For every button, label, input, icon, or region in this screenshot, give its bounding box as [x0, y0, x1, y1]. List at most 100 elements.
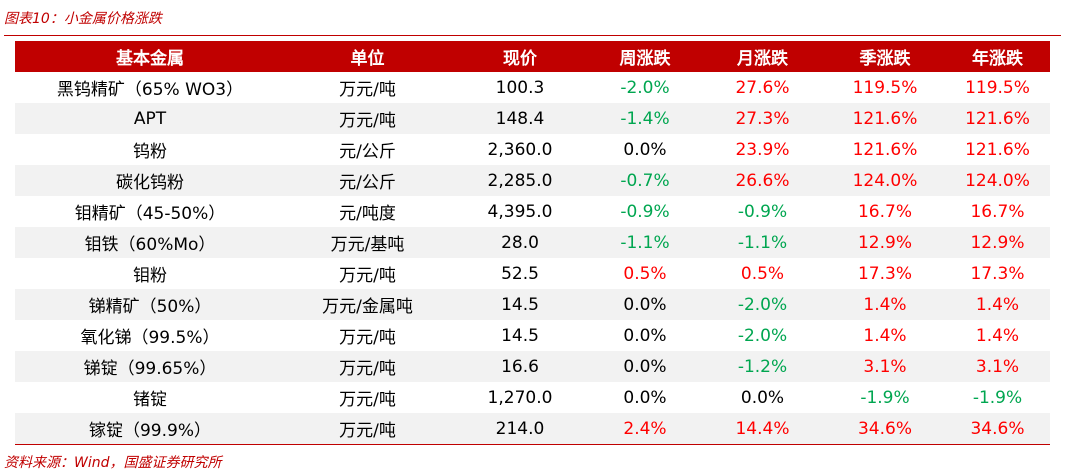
table-cell: 148.4 — [450, 103, 590, 134]
table-cell: -1.9% — [860, 387, 910, 408]
table-body: 黑钨精矿（65% WO3） 万元/吨 100.3 -2.0% 27.6% 119.5% 11… — [15, 72, 1050, 445]
table-cell: 锑锭（99.65%） — [15, 351, 285, 382]
table-cell: 万元/吨 — [285, 413, 450, 445]
table-cell: 万元/吨 — [285, 351, 450, 382]
table-cell: -1.4% — [590, 103, 700, 134]
table-cell: 元/吨度 — [339, 204, 396, 224]
table-cell: 119.5% — [852, 77, 918, 98]
table-cell: 12.9% — [825, 227, 945, 258]
table-cell: 万元/吨 — [339, 390, 396, 410]
table-cell: 27.6% — [735, 77, 790, 98]
table-row: 钼粉 万元/吨 52.5 0.5% 0.5% 17.3% 17.3% — [15, 258, 1050, 289]
price-table: 基本金属 单位 现价 周涨跌 月涨跌 季涨跌 年涨跌 黑钨精矿（65% WO3） 万元/吨 10… — [15, 41, 1050, 445]
table-cell: 0.0% — [623, 325, 667, 346]
table-cell: 2.4% — [590, 413, 700, 445]
header-cell: 年涨跌 — [945, 41, 1050, 72]
table-cell: 100.3 — [495, 77, 545, 98]
table-cell: 氧化锑（99.5%） — [80, 328, 220, 348]
table-row: 钨粉 元/公斤 2,360.0 0.0% 23.9% 121.6% 121.6% — [15, 134, 1050, 165]
table-cell: 钼粉 — [133, 266, 167, 286]
table-cell: 0.5% — [740, 263, 785, 284]
table-cell: APT — [15, 103, 285, 134]
table-row: APT 万元/吨 148.4 -1.4% 27.3% 121.6% 121.6% — [15, 103, 1050, 134]
table-cell: 26.6% — [700, 165, 825, 196]
header-row: 基本金属 单位 现价 周涨跌 月涨跌 季涨跌 年涨跌 — [15, 41, 1050, 72]
table-cell: 1.4% — [975, 325, 1020, 346]
table-cell: 1.4% — [863, 325, 907, 346]
table-cell: 1.4% — [945, 289, 1050, 320]
table-cell: 52.5 — [501, 263, 539, 284]
table-cell: 121.6% — [852, 139, 918, 160]
table-row: 锑精矿（50%） 万元/金属吨 14.5 0.0% -2.0% 1.4% 1.4% — [15, 289, 1050, 320]
header-cell: 现价 — [450, 41, 590, 72]
header-cell: 季涨跌 — [825, 41, 945, 72]
table-cell: 万元/基吨 — [285, 227, 450, 258]
table-cell: 锑精矿（50%） — [15, 289, 285, 320]
table-row: 黑钨精矿（65% WO3） 万元/吨 100.3 -2.0% 27.6% 119.5% 11… — [15, 72, 1050, 103]
table-cell: 镓锭（99.9%） — [15, 413, 285, 445]
header-cell: 月涨跌 — [700, 41, 825, 72]
table-row: 锗锭 万元/吨 1,270.0 0.0% 0.0% -1.9% -1.9% — [15, 382, 1050, 413]
table-cell: -1.1% — [700, 227, 825, 258]
table-cell: -0.9% — [620, 201, 670, 222]
table-cell: 元/公斤 — [339, 142, 396, 162]
table-cell: -1.9% — [972, 387, 1023, 408]
header-cell: 单位 — [285, 41, 450, 72]
table-cell: 钼铁（60%Mo） — [15, 227, 285, 258]
table-cell: 黑钨精矿（65% WO3） — [56, 80, 244, 100]
table-cell: 27.3% — [700, 103, 825, 134]
table-cell: 万元/吨 — [339, 80, 396, 100]
table-cell: 0.0% — [590, 289, 700, 320]
table-cell: 121.6% — [825, 103, 945, 134]
table-cell: 0.0% — [623, 387, 667, 408]
table-cell: -1.2% — [700, 351, 825, 382]
table-cell: 1.4% — [825, 289, 945, 320]
table-cell: 14.4% — [700, 413, 825, 445]
table-row: 锑锭（99.65%） 万元/吨 16.6 0.0% -1.2% 3.1% 3.1% — [15, 351, 1050, 382]
table-cell: 17.3% — [970, 263, 1025, 284]
table-cell: 万元/吨 — [339, 266, 396, 286]
table-cell: 214.0 — [450, 413, 590, 445]
table-cell: 17.3% — [857, 263, 912, 284]
table-cell: 124.0% — [945, 165, 1050, 196]
table-cell: 万元/吨 — [285, 103, 450, 134]
table-cell: 3.1% — [825, 351, 945, 382]
table-cell: 119.5% — [965, 77, 1030, 98]
table-cell: 碳化钨粉 — [15, 165, 285, 196]
table-cell: 16.7% — [970, 201, 1025, 222]
source-note: 资料来源：Wind，国盛证券研究所 — [4, 455, 222, 471]
table-cell: -0.9% — [737, 201, 788, 222]
title-rule — [4, 35, 1061, 36]
table-cell: 34.6% — [825, 413, 945, 445]
table-row: 氧化锑（99.5%） 万元/吨 14.5 0.0% -2.0% 1.4% 1.4% — [15, 320, 1050, 351]
table-cell: 28.0 — [450, 227, 590, 258]
table-row: 钼铁（60%Mo） 万元/基吨 28.0 -1.1% -1.1% 12.9% 12.9% — [15, 227, 1050, 258]
table-cell: -2.0% — [700, 289, 825, 320]
table-cell: 16.6 — [450, 351, 590, 382]
table-cell: 14.5 — [450, 289, 590, 320]
table-cell: -1.1% — [590, 227, 700, 258]
table-cell: 元/公斤 — [285, 165, 450, 196]
table-cell: 万元/吨 — [339, 328, 396, 348]
table-cell: 14.5 — [501, 325, 539, 346]
table-cell: 4,395.0 — [487, 201, 553, 222]
table-cell: 2,285.0 — [450, 165, 590, 196]
header-cell: 基本金属 — [15, 41, 285, 72]
figure-title: 图表10：小金属价格涨跌 — [4, 11, 162, 27]
table-cell: -2.0% — [737, 325, 788, 346]
table-cell: 万元/金属吨 — [285, 289, 450, 320]
table-cell: 锗锭 — [133, 390, 167, 410]
table-cell: 34.6% — [945, 413, 1050, 445]
table-cell: 1,270.0 — [487, 387, 553, 408]
table-cell: 121.6% — [965, 139, 1030, 160]
table-cell: -0.7% — [590, 165, 700, 196]
table-cell: 0.0% — [590, 351, 700, 382]
table-row: 镓锭（99.9%） 万元/吨 214.0 2.4% 14.4% 34.6% 34.6% — [15, 413, 1050, 445]
table-cell: 钨粉 — [133, 142, 167, 162]
table-cell: 0.5% — [623, 263, 667, 284]
table-cell: 23.9% — [735, 139, 790, 160]
table-cell: 16.7% — [857, 201, 912, 222]
table-row: 钼精矿（45-50%） 元/吨度 4,395.0 -0.9% -0.9% 16.7% 16.… — [15, 196, 1050, 227]
header-cell: 周涨跌 — [590, 41, 700, 72]
